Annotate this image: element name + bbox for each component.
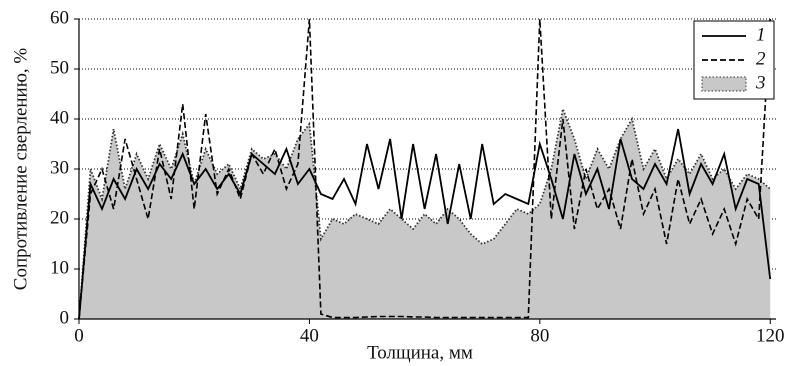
- x-axis-label: Толщина, мм: [367, 342, 473, 363]
- y-tick-label: 40: [50, 107, 69, 128]
- legend-label: 3: [755, 72, 766, 93]
- y-tick-label: 10: [50, 257, 69, 278]
- line: [78, 18, 771, 320]
- legend-label: 2: [756, 48, 766, 69]
- y-tick-label: 20: [50, 207, 69, 228]
- x-tick-label: 80: [530, 325, 549, 346]
- legend-label: 1: [756, 24, 766, 45]
- x-tick-label: 40: [300, 325, 319, 346]
- y-tick-label: 60: [50, 7, 69, 28]
- legend-swatch: [701, 76, 747, 92]
- y-tick-label: 50: [50, 57, 69, 78]
- line: [78, 128, 772, 320]
- y-axis-label: Сопротивление сверлению, %: [10, 48, 31, 291]
- y-tick-label: 30: [50, 157, 69, 178]
- x-tick-label: 120: [756, 325, 785, 346]
- y-tick-label: 0: [60, 307, 70, 328]
- x-tick-label: 0: [74, 325, 84, 346]
- area-fill: [79, 109, 771, 319]
